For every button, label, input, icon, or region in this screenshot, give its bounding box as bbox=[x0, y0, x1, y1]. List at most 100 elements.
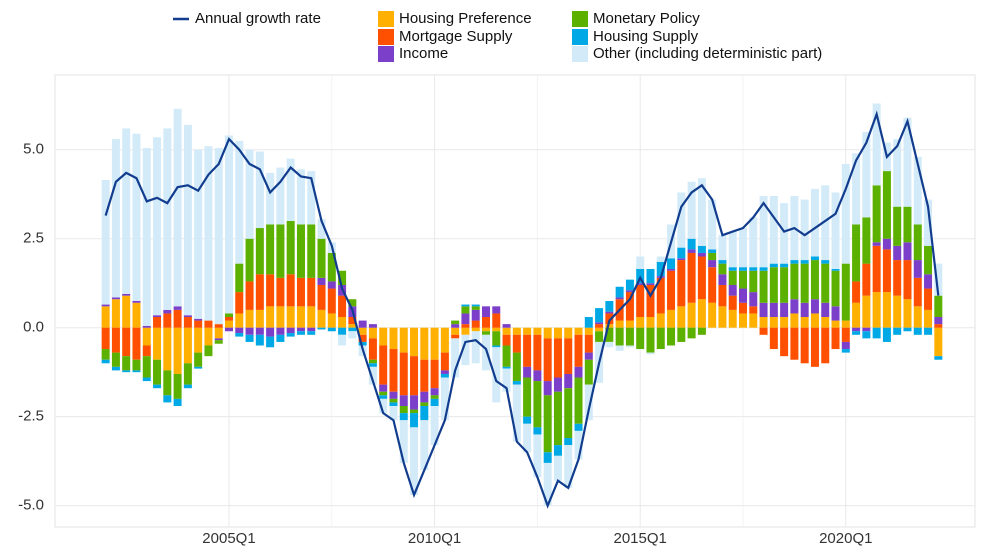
bar-segment bbox=[708, 302, 717, 328]
bar-segment bbox=[615, 327, 624, 346]
bar-segment bbox=[327, 281, 336, 289]
bar-segment bbox=[595, 327, 604, 332]
x-tick-label: 2005Q1 bbox=[202, 530, 255, 547]
bar-segment bbox=[728, 270, 737, 285]
bar-segment bbox=[225, 313, 233, 318]
bar-segment bbox=[533, 427, 542, 435]
bar-segment bbox=[255, 327, 264, 335]
bar-segment bbox=[882, 249, 891, 293]
bar-segment bbox=[204, 327, 213, 346]
bar-segment bbox=[430, 395, 439, 399]
bar-segment bbox=[111, 327, 120, 353]
bar-segment bbox=[924, 245, 933, 275]
bar-segment bbox=[636, 256, 645, 269]
bar-segment bbox=[708, 260, 717, 268]
bar-segment bbox=[564, 445, 573, 488]
bar-segment bbox=[687, 252, 696, 303]
bar-segment bbox=[636, 284, 645, 318]
bar-segment bbox=[122, 356, 131, 371]
bar-segment bbox=[296, 331, 305, 335]
legend-swatch bbox=[572, 46, 588, 62]
bar-segment bbox=[687, 302, 696, 328]
bar-segment bbox=[379, 345, 388, 385]
bar-segment bbox=[739, 288, 747, 303]
bar-segment bbox=[646, 327, 655, 353]
bar-segment bbox=[656, 277, 665, 314]
bar-segment bbox=[379, 398, 388, 414]
legend-swatch bbox=[572, 11, 588, 27]
bar-segment bbox=[214, 324, 223, 328]
bar-segment bbox=[533, 434, 542, 478]
bar-segment bbox=[913, 156, 922, 225]
bar-segment bbox=[769, 196, 778, 264]
bar-segment bbox=[872, 185, 881, 243]
bar-segment bbox=[307, 171, 316, 225]
bar-segment bbox=[389, 349, 398, 392]
bar-segment bbox=[286, 158, 295, 221]
bar-segment bbox=[656, 313, 665, 328]
bar-segment bbox=[122, 370, 131, 373]
bar-segment bbox=[194, 149, 203, 319]
bar-segment bbox=[111, 352, 120, 367]
bar-segment bbox=[245, 327, 254, 335]
bar-segment bbox=[533, 327, 542, 335]
bar-segment bbox=[759, 270, 768, 303]
bar-segment bbox=[584, 317, 593, 328]
bar-segment bbox=[739, 302, 747, 314]
legend-swatch bbox=[572, 29, 588, 45]
bar-segment bbox=[296, 169, 305, 225]
bar-segment bbox=[235, 292, 244, 314]
bar-segment bbox=[780, 203, 789, 264]
bar-segment bbox=[810, 327, 819, 367]
bar-segment bbox=[749, 292, 758, 307]
bar-segment bbox=[780, 327, 789, 357]
bar-segment bbox=[862, 131, 871, 218]
bar-segment bbox=[697, 327, 706, 335]
bar-segment bbox=[749, 313, 758, 328]
bar-segment bbox=[111, 299, 120, 328]
bar-segment bbox=[225, 327, 233, 332]
bar-segment bbox=[574, 334, 583, 367]
bar-segment bbox=[461, 334, 470, 366]
bar-segment bbox=[810, 188, 819, 257]
bar-segment bbox=[728, 309, 737, 328]
bar-segment bbox=[225, 135, 233, 314]
bar-segment bbox=[553, 391, 562, 446]
bar-segment bbox=[410, 356, 419, 396]
bar-segment bbox=[800, 260, 809, 264]
bar-segment bbox=[718, 235, 727, 261]
bar-segment bbox=[492, 347, 501, 403]
bar-segment bbox=[625, 290, 634, 293]
bar-segment bbox=[389, 405, 398, 421]
bar-segment bbox=[461, 313, 470, 325]
bar-segment bbox=[636, 317, 645, 328]
bar-segment bbox=[677, 327, 686, 342]
bar-segment bbox=[451, 338, 460, 378]
bar-segment bbox=[471, 331, 480, 364]
bar-segment bbox=[235, 327, 244, 334]
bar-segment bbox=[153, 327, 162, 360]
bar-segment bbox=[523, 416, 532, 424]
bar-segment bbox=[399, 405, 408, 414]
bar-segment bbox=[852, 302, 861, 328]
bar-segment bbox=[194, 352, 203, 367]
bar-segment bbox=[934, 327, 943, 357]
bar-segment bbox=[512, 384, 521, 442]
bar-segment bbox=[204, 146, 213, 321]
bar-segment bbox=[101, 359, 110, 364]
bar-segment bbox=[553, 338, 562, 378]
bar-segment bbox=[893, 295, 902, 328]
bar-segment bbox=[142, 345, 151, 357]
bar-segment bbox=[574, 423, 583, 431]
bar-segment bbox=[440, 377, 449, 421]
bar-segment bbox=[183, 317, 192, 328]
bar-segment bbox=[132, 327, 141, 360]
bar-segment bbox=[697, 178, 706, 246]
bar-segment bbox=[132, 370, 141, 373]
bar-segment bbox=[214, 327, 223, 339]
bar-segment bbox=[605, 313, 614, 325]
bar-segment bbox=[543, 327, 552, 339]
bar-segment bbox=[348, 327, 357, 332]
bar-segment bbox=[492, 331, 501, 346]
legend-swatch bbox=[378, 29, 394, 45]
